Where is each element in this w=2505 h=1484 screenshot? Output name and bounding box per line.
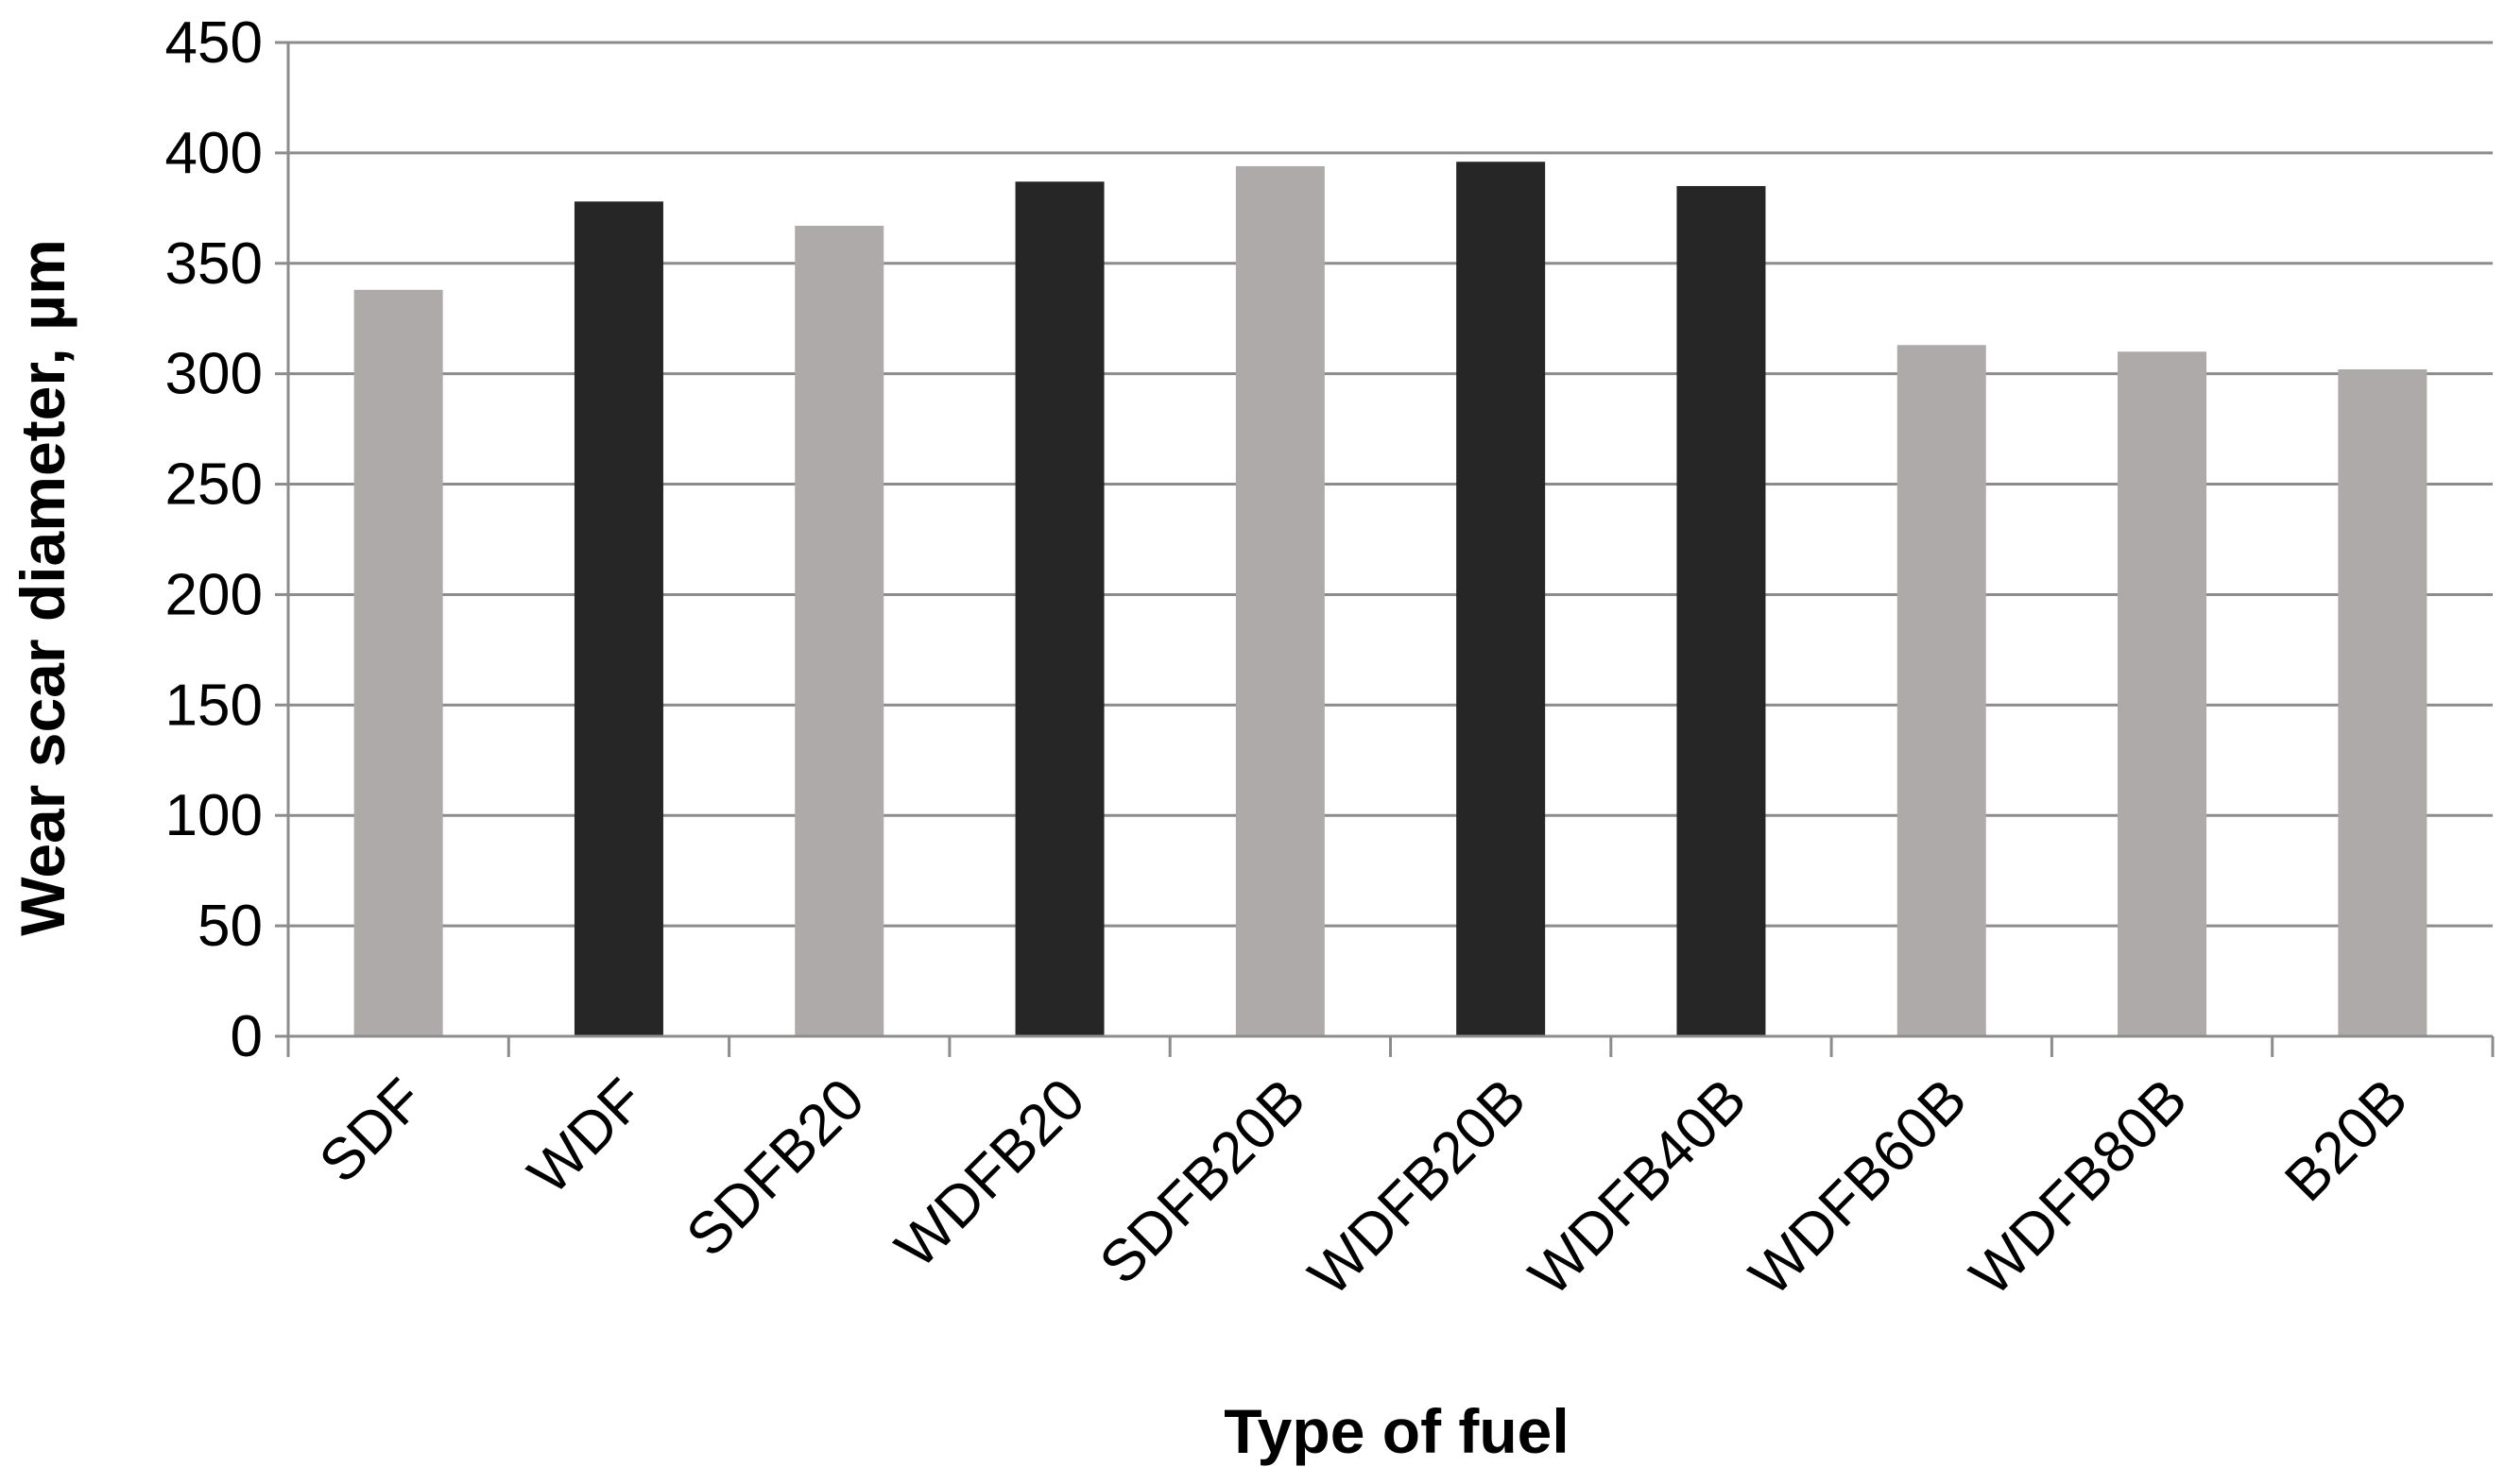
bar-wdfb20 <box>1015 181 1105 1036</box>
x-category-label: WDFB80B <box>1958 1066 2200 1308</box>
y-tick-label: 150 <box>165 673 263 738</box>
bar-wdfb20b <box>1456 162 1546 1037</box>
bar-sdfb20 <box>795 226 884 1037</box>
x-category-label: WDF <box>516 1066 657 1207</box>
x-category-label: SDFB20 <box>675 1066 877 1269</box>
y-tick-label: 100 <box>165 783 263 848</box>
bar-wdf <box>574 201 663 1036</box>
y-tick-label: 350 <box>165 231 263 297</box>
bars <box>353 162 2428 1037</box>
bar-sdf <box>353 289 443 1036</box>
x-axis-title: Type of fuel <box>1224 1396 1569 1466</box>
bar-b20b <box>2338 368 2428 1037</box>
bar-wdfb80b <box>2118 351 2207 1036</box>
x-category-label: WDFB20B <box>1296 1066 1538 1308</box>
y-tick-label: 250 <box>165 452 263 518</box>
y-tick-label: 50 <box>197 894 263 959</box>
y-axis-title: Wear scar diameter, µm <box>8 239 77 936</box>
x-category-label: WDFB40B <box>1517 1066 1759 1308</box>
bar-wdfb40b <box>1676 185 1766 1036</box>
x-category-label: WDFB20 <box>884 1066 1098 1281</box>
x-category-label: SDF <box>307 1066 436 1195</box>
y-tick-label: 400 <box>165 121 263 186</box>
y-tick-label: 0 <box>231 1004 263 1069</box>
bar-wdfb60b <box>1896 345 1986 1037</box>
y-tick-label: 300 <box>165 342 263 407</box>
x-category-label: SDFB20B <box>1088 1066 1318 1297</box>
x-category-label: WDFB60B <box>1738 1066 1980 1308</box>
y-tick-label: 200 <box>165 562 263 627</box>
y-tick-label: 450 <box>165 10 263 76</box>
bar-sdfb20b <box>1235 165 1325 1037</box>
x-category-label: B20B <box>2273 1066 2420 1214</box>
axes <box>275 41 2495 1057</box>
